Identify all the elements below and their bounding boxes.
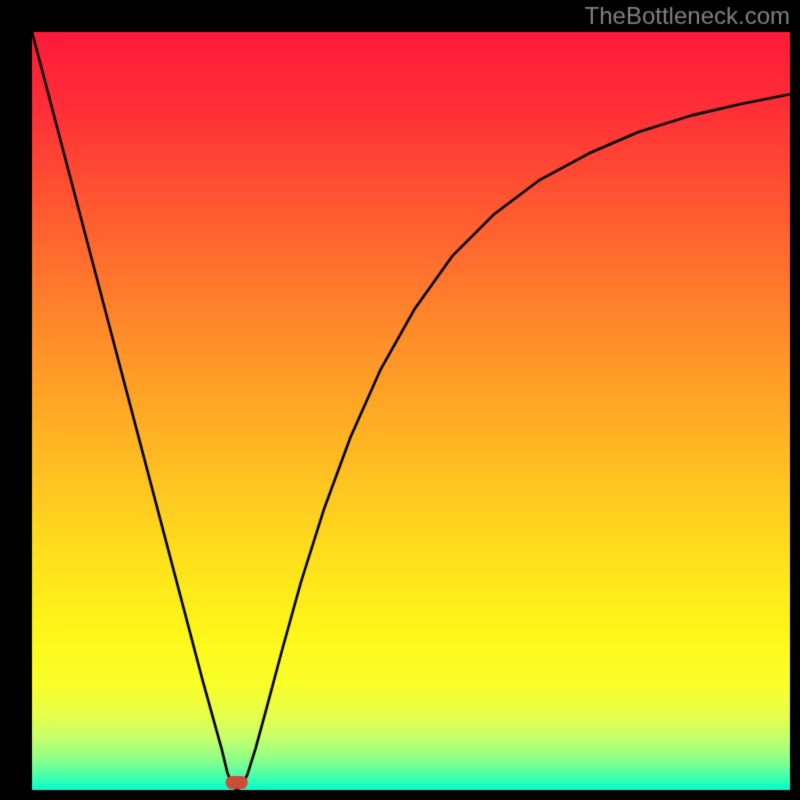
chart-container xyxy=(0,0,800,800)
bottleneck-gradient-chart xyxy=(0,0,800,800)
